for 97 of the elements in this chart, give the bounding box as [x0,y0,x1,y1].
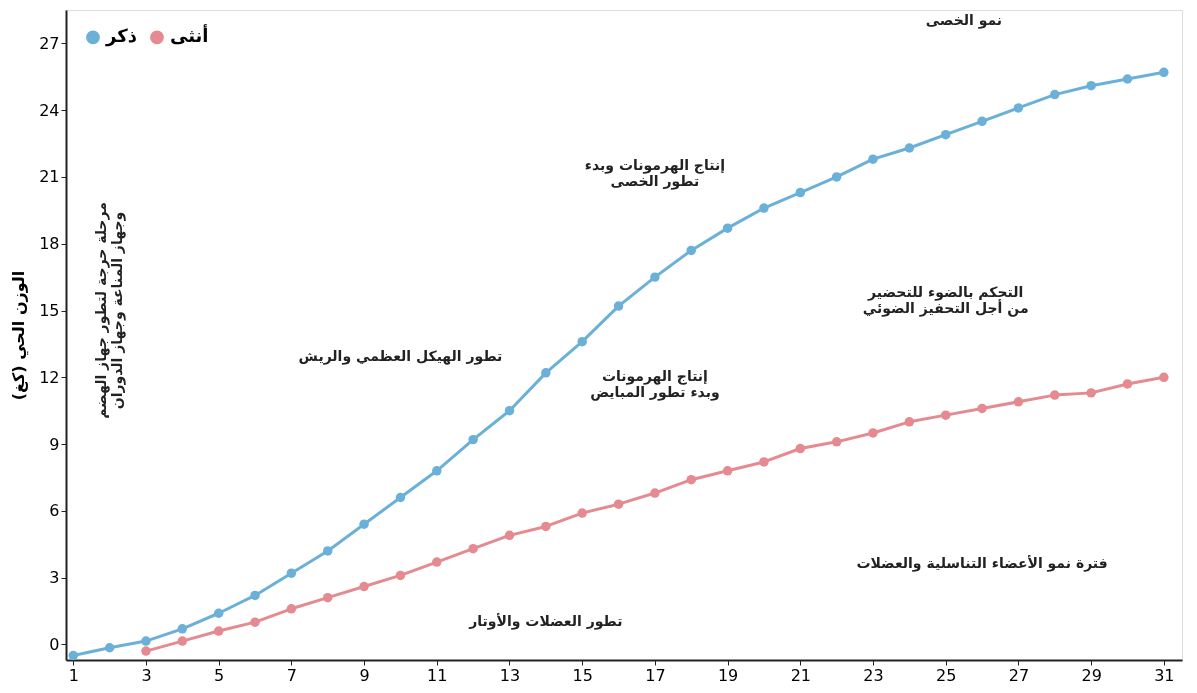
point [868,154,878,164]
point [141,636,151,646]
annotation: مرحلة حرجة لتطور جهاز الهضم وجهاز المناعة وجهاز الدوران [93,202,127,419]
point [831,437,842,447]
x-tick-label: 19 [717,665,739,685]
y-tick-label: 0 [49,634,60,654]
annotation: تطور العضلات والأوتار [468,613,623,631]
point [1122,379,1133,389]
y-tick-label: 6 [49,501,60,521]
point [504,405,515,416]
annotation: نمو الخصى [925,12,1003,30]
point [577,508,587,518]
point [650,488,660,498]
x-tick-label: 17 [645,665,666,685]
legend-label: ذكر [105,25,137,48]
point [1013,397,1024,407]
point [722,466,733,476]
point [722,223,733,233]
annotation: إنتاج الهرمونات وبدء تطور المبايض [590,368,720,402]
point [1050,89,1060,100]
point [795,443,806,454]
point [68,650,79,661]
point [432,466,442,476]
point [541,521,551,532]
point [286,568,297,578]
y-tick-label: 9 [49,434,60,454]
x-tick-label: 11 [427,665,448,685]
point [940,129,951,140]
point [904,143,915,153]
point [977,403,987,414]
x-tick-label: 27 [1008,665,1030,685]
point [1050,390,1060,400]
point [395,570,406,581]
point [1013,103,1024,113]
point [1159,372,1169,383]
point [686,474,696,485]
point [759,203,769,213]
point [468,434,478,445]
x-tick-label: 9 [359,665,370,685]
point [250,590,260,601]
point [759,457,769,467]
point [1086,80,1096,91]
point [613,499,624,509]
y-tick-label: 12 [39,367,60,387]
point [541,368,551,378]
point [1122,74,1133,84]
x-tick-label: 21 [790,665,811,685]
annotation: فترة نمو الأعضاء التناسلية والعضلات [856,555,1108,573]
x-tick-label: 7 [286,665,297,685]
y-tick-label: 18 [39,234,60,254]
point [831,172,842,182]
point [250,617,260,627]
y-tick-label: 3 [49,568,60,588]
point [1159,67,1169,78]
point [1086,388,1096,398]
annotation: تطور الهيكل العظمي والريش [298,348,503,366]
point [577,336,587,347]
y-tick-label: 15 [39,301,60,321]
point [104,643,115,653]
point [141,646,151,656]
point [322,546,333,556]
point [650,272,660,282]
y-axis-title: الوزن الحي (كغ) [9,270,30,401]
y-tick-label: 27 [39,33,60,53]
x-tick-label: 25 [936,665,957,685]
point [322,592,333,603]
point [940,410,951,420]
legend-label: أنثى [170,24,209,47]
point [432,557,442,567]
y-tick-label: 21 [39,167,60,187]
point [795,187,806,198]
point [613,301,624,311]
point [359,519,369,529]
annotation: إنتاج الهرمونات وبدء تطور الخصى [584,156,725,190]
point [359,581,369,592]
x-tick-label: 13 [499,665,521,685]
x-tick-label: 1 [68,665,79,685]
annotation: التحكم بالضوء للتحضير من أجل التحفيز الضوئي [862,283,1029,317]
point [177,624,188,634]
x-tick-label: 5 [214,665,225,685]
point [977,116,987,127]
x-tick-label: 29 [1081,665,1102,685]
point [286,604,297,614]
point [213,608,224,618]
y-tick-label: 24 [39,100,60,120]
point [904,417,915,427]
x-tick-label: 23 [863,665,884,685]
point [504,530,515,541]
point [868,428,878,438]
x-tick-label: 15 [572,665,593,685]
point [468,543,478,554]
point [177,636,188,646]
point [395,492,406,503]
x-tick-label: 31 [1154,665,1175,685]
x-tick-label: 3 [141,665,152,685]
point [213,626,224,636]
point [686,245,696,256]
